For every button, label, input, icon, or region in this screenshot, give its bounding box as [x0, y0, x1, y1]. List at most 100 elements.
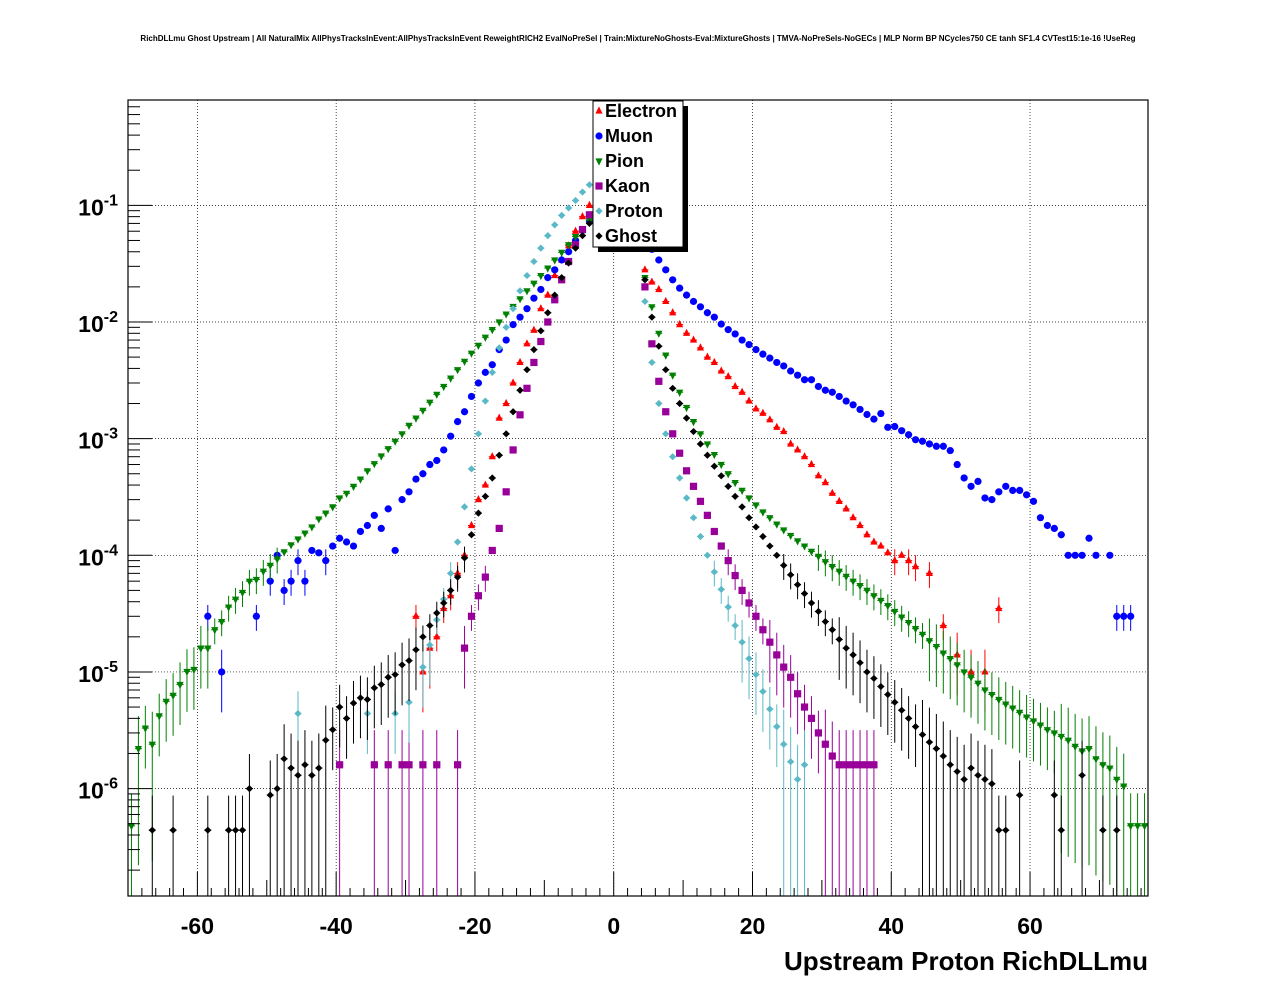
data-point: [523, 271, 531, 280]
data-point: [738, 638, 746, 646]
data-point: [453, 367, 462, 375]
data-point: [911, 436, 920, 444]
data-point: [731, 621, 739, 630]
data-point: [1002, 482, 1010, 490]
data-point: [1050, 730, 1058, 738]
data-point: [481, 492, 489, 500]
data-point: [648, 304, 656, 312]
data-point: [814, 729, 823, 737]
data-point: [405, 698, 413, 706]
legend-label-muon: Muon: [605, 126, 653, 146]
data-point: [745, 655, 753, 663]
data-point: [662, 366, 670, 374]
data-point: [773, 722, 781, 731]
data-point: [551, 296, 559, 304]
data-point: [571, 196, 580, 205]
y-tick-base: 10: [78, 661, 104, 687]
series-electron: [412, 176, 1003, 713]
data-point: [1140, 823, 1149, 831]
data-point: [967, 764, 975, 772]
data-point: [905, 431, 913, 439]
data-point: [787, 571, 795, 579]
data-point: [807, 599, 816, 607]
data-point: [190, 666, 198, 675]
data-point: [356, 476, 365, 484]
data-point: [384, 673, 392, 681]
data-point: [898, 614, 906, 622]
data-point: [1050, 524, 1058, 533]
data-point: [419, 633, 427, 641]
data-point: [766, 542, 774, 550]
y-tick-base: 10: [78, 194, 104, 220]
data-point: [891, 556, 899, 564]
y-tick-exponent: -2: [104, 309, 118, 326]
data-point: [911, 561, 920, 570]
data-point: [689, 514, 698, 522]
data-point: [863, 587, 871, 596]
data-point: [349, 542, 358, 550]
data-point: [766, 354, 774, 362]
legend-label-pion: Pion: [605, 151, 644, 171]
data-point: [474, 342, 483, 350]
data-point: [329, 542, 337, 550]
data-point: [932, 442, 940, 450]
data-point: [1050, 791, 1058, 799]
data-point: [703, 352, 711, 360]
data-point: [391, 438, 399, 446]
data-point: [745, 396, 753, 404]
data-point: [821, 477, 829, 486]
data-point: [245, 578, 254, 586]
data-point: [537, 337, 545, 346]
data-point: [474, 592, 483, 600]
data-point: [752, 670, 760, 679]
data-point: [981, 494, 989, 502]
data-point: [370, 511, 378, 519]
data-point: [565, 259, 573, 267]
y-tick-exponent: -3: [104, 426, 118, 443]
data-point: [773, 422, 781, 430]
legend-marker-kaon: [595, 182, 603, 190]
data-point: [266, 577, 274, 585]
data-point: [905, 619, 913, 628]
data-point: [405, 761, 413, 769]
data-point: [467, 520, 476, 529]
data-point: [877, 409, 885, 418]
data-point: [752, 502, 760, 510]
data-point: [849, 513, 857, 521]
data-point: [1071, 551, 1079, 559]
data-point: [578, 212, 587, 220]
data-point: [398, 661, 406, 669]
data-point: [738, 503, 746, 511]
data-point: [426, 399, 434, 407]
data-point: [231, 826, 240, 834]
data-point: [960, 474, 968, 482]
data-point: [315, 764, 323, 772]
data-point: [807, 714, 816, 722]
data-point: [842, 644, 850, 652]
data-point: [946, 446, 954, 455]
data-point: [676, 284, 684, 292]
data-point: [745, 495, 753, 503]
data-point: [800, 761, 809, 769]
data-point: [287, 577, 295, 585]
data-point: [405, 488, 413, 496]
data-point: [759, 532, 767, 541]
data-point: [516, 386, 524, 394]
data-point: [1057, 733, 1065, 742]
data-point: [551, 221, 559, 229]
data-point: [682, 404, 691, 413]
data-point: [793, 371, 802, 379]
data-point: [828, 488, 836, 496]
data-point: [974, 477, 982, 485]
data-point: [662, 430, 670, 438]
data-point: [1064, 551, 1072, 559]
data-point: [703, 309, 711, 317]
data-point: [821, 559, 829, 567]
data-point: [669, 384, 677, 392]
data-point: [495, 319, 503, 327]
data-point: [530, 358, 538, 367]
y-tick-label: 10-2: [78, 309, 118, 337]
data-point: [724, 482, 732, 490]
